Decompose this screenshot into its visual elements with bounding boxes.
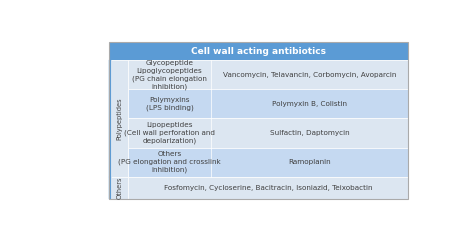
Text: Vancomycin, Telavancin, Corbomycin, Avoparcin: Vancomycin, Telavancin, Corbomycin, Avop…	[223, 72, 396, 78]
Text: Cell wall acting antibiotics: Cell wall acting antibiotics	[191, 47, 326, 56]
Bar	[109, 177, 111, 199]
Bar	[109, 60, 111, 177]
Bar	[109, 42, 408, 60]
Bar	[111, 177, 128, 199]
Text: Others
(PG elongation and crosslink
inhibition): Others (PG elongation and crosslink inhi…	[118, 151, 221, 173]
Text: Polypeptides: Polypeptides	[117, 97, 122, 140]
Text: Ramoplanin: Ramoplanin	[288, 159, 331, 165]
Text: Glycopeptide
Lipoglycopeptides
(PG chain elongation
inhibition): Glycopeptide Lipoglycopeptides (PG chain…	[132, 60, 207, 90]
Text: Sulfactin, Daptomycin: Sulfactin, Daptomycin	[270, 130, 349, 136]
Text: Polymyxin B, Colistin: Polymyxin B, Colistin	[272, 101, 347, 107]
Bar	[111, 60, 128, 177]
Text: Others: Others	[117, 177, 122, 199]
Text: Fosfomycin, Cycloserine, Bacitracin, Isoniazid, Teixobactin: Fosfomycin, Cycloserine, Bacitracin, Iso…	[164, 185, 372, 191]
Text: Lipopeptides
(Cell wall perforation and
depolarization): Lipopeptides (Cell wall perforation and …	[124, 122, 215, 144]
Text: Polymyxins
(LPS binding): Polymyxins (LPS binding)	[146, 97, 193, 111]
